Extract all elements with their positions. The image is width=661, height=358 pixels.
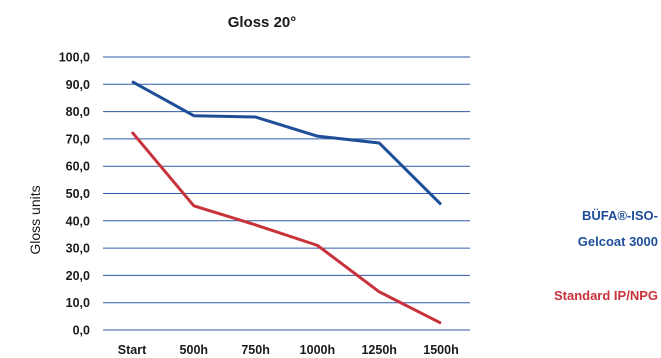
series-lines xyxy=(130,80,443,325)
y-axis-ticks: 0,0 10,0 20,0 30,0 40,0 50,0 60,0 70,0 80,0 90,0 1… xyxy=(59,51,90,338)
legend-label-1: Gelcoat 3000 xyxy=(578,234,658,249)
x-axis-ticks: Start 500h 750h 1000h 1250h 1500h xyxy=(118,343,459,357)
y-axis-label: Gloss units xyxy=(27,185,43,254)
y-tick-label: 70,0 xyxy=(66,132,90,146)
legend-label-2: Standard IP/NPG xyxy=(554,288,658,303)
chart-title: Gloss 20° xyxy=(228,14,297,31)
x-tick-label: Start xyxy=(118,343,147,357)
x-tick-label: 750h xyxy=(241,343,270,357)
y-tick-label: 100,0 xyxy=(59,51,90,65)
x-tick-label: 1000h xyxy=(300,343,335,357)
y-tick-label: 40,0 xyxy=(66,214,90,228)
legend-label-1: BÜFA®-ISO- xyxy=(582,208,658,223)
y-tick-label: 10,0 xyxy=(66,296,90,310)
gridlines xyxy=(103,56,470,331)
x-tick-label: 500h xyxy=(180,343,209,357)
x-tick-label: 1250h xyxy=(361,343,396,357)
x-tick-label: 1500h xyxy=(423,343,458,357)
y-tick-label: 90,0 xyxy=(66,78,90,92)
y-tick-label: 50,0 xyxy=(66,187,90,201)
y-tick-label: 20,0 xyxy=(66,269,90,283)
y-tick-label: 0,0 xyxy=(73,324,90,338)
y-tick-label: 80,0 xyxy=(66,105,90,119)
series-line-2 xyxy=(130,131,442,325)
y-tick-label: 30,0 xyxy=(66,242,90,256)
legend: BÜFA®-ISO- Gelcoat 3000 Standard IP/NPG xyxy=(554,208,658,303)
series-line-1 xyxy=(131,80,443,206)
y-tick-label: 60,0 xyxy=(66,160,90,174)
